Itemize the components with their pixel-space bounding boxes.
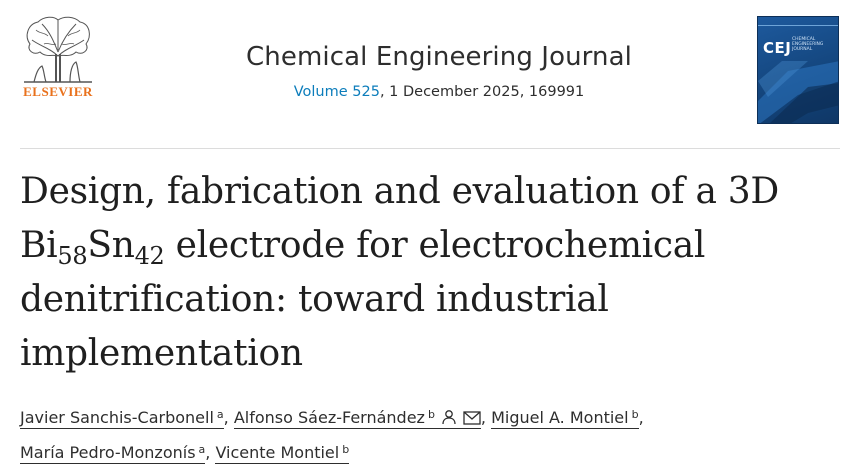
person-icon [441,405,457,435]
envelope-icon [463,405,481,435]
author-list: Javier Sanchis-Carbonell a, Alfonso Sáez-… [20,400,850,468]
author-name: Alfonso Sáez-Fernández [233,408,425,427]
publisher-name: ELSEVIER [23,84,93,99]
journal-title-link[interactable]: Chemical Engineering Journal [246,42,632,72]
author-separator: , [205,443,216,462]
issue-details: , 1 December 2025, 169991 [379,84,585,100]
author-affiliation: a [198,443,206,456]
title-subscript-1: 58 [57,242,88,270]
author-link[interactable]: Vicente Montiel b [215,443,350,464]
author-link[interactable]: Alfonso Sáez-Fernández b [233,408,481,429]
header-divider [20,148,840,149]
author-affiliation: a [216,408,224,421]
elsevier-tree-icon [24,16,92,83]
cover-logo-text: CEJ [763,39,792,57]
author-affiliation: b [427,408,435,421]
title-subscript-2: 42 [134,242,165,270]
author-name: Miguel A. Montiel [491,408,629,427]
author-link[interactable]: María Pedro-Monzonís a [20,443,206,464]
journal-issue-info: Volume 525, 1 December 2025, 169991 [200,84,678,100]
author-separator: , [638,408,644,427]
author-name: Vicente Montiel [215,443,340,462]
article-title: Design, fabrication and evaluation of a … [20,165,850,381]
cover-stripe [758,25,838,26]
author-name: María Pedro-Monzonís [20,443,196,462]
volume-link[interactable]: Volume 525 [293,84,380,100]
title-text-1: Design, fabrication and evaluation of a … [20,171,779,266]
journal-cover-link[interactable]: CEJ CHEMICAL ENGINEERING JOURNAL [757,16,839,124]
journal-info: Chemical Engineering Journal Volume 525,… [200,42,678,100]
title-text-2: Sn [87,225,135,266]
title-text-3: electrode for electrochemical denitrific… [20,225,706,374]
elsevier-logo-link[interactable] [20,14,96,100]
author-name: Javier Sanchis-Carbonell [20,408,214,427]
cover-subtitle: CHEMICAL ENGINEERING JOURNAL [792,37,824,52]
cover-artwork [758,61,838,123]
author-affiliation: b [631,408,639,421]
journal-header: ELSEVIER Chemical Engineering Journal Vo… [0,0,860,148]
author-link[interactable]: Miguel A. Montiel b [491,408,639,429]
author-separator: , [480,408,492,427]
author-affiliation: b [342,443,350,456]
author-separator: , [223,408,234,427]
author-link[interactable]: Javier Sanchis-Carbonell a [20,408,224,429]
